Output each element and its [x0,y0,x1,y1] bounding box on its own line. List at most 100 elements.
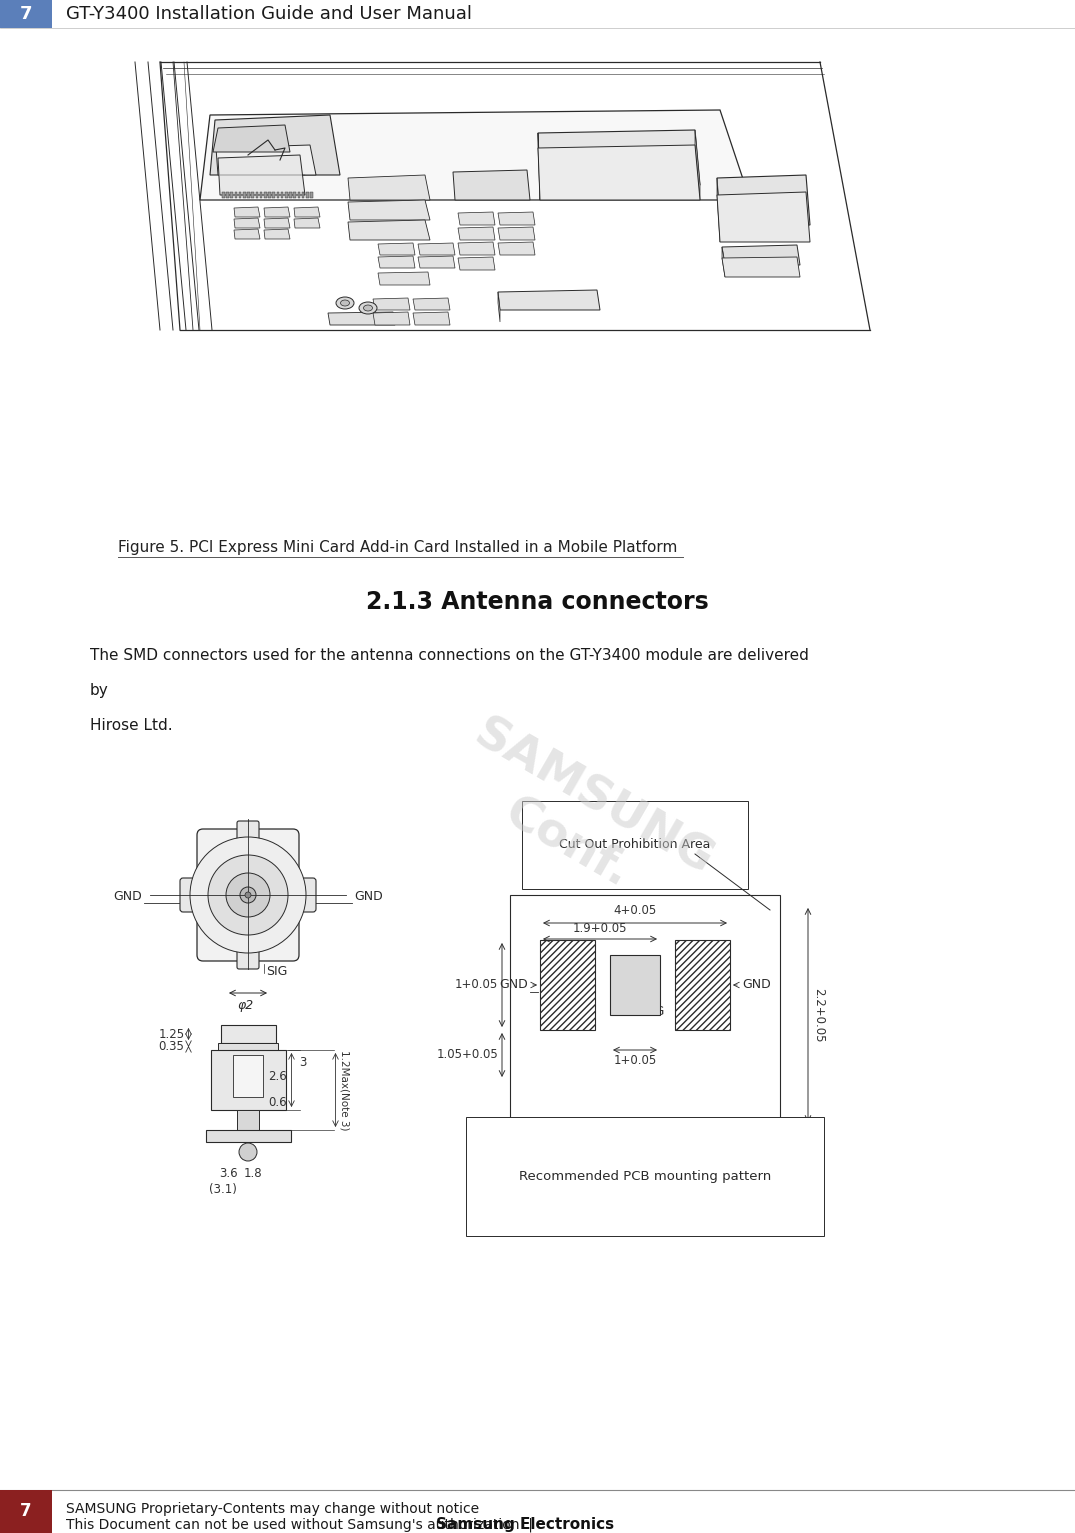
Bar [236,1110,259,1130]
Polygon shape [264,218,290,228]
Polygon shape [216,146,316,175]
Bar [211,1050,286,1110]
Polygon shape [722,245,800,265]
Text: by: by [90,684,109,698]
Bar [276,192,280,198]
Polygon shape [234,228,260,239]
Polygon shape [213,126,290,152]
Ellipse shape [336,297,354,310]
Text: GT-Y3400 Installation Guide and User Manual: GT-Y3400 Installation Guide and User Man… [66,5,472,23]
Text: 7: 7 [20,1502,32,1521]
Bar [302,192,304,198]
FancyBboxPatch shape [236,822,259,842]
Ellipse shape [363,305,373,311]
Polygon shape [293,218,320,228]
Polygon shape [418,244,455,254]
Bar [311,192,313,198]
Polygon shape [234,207,260,218]
Text: SIG: SIG [266,964,287,978]
Bar [223,192,225,198]
Text: 0.35: 0.35 [159,1039,185,1053]
Polygon shape [717,192,809,242]
Bar [268,192,271,198]
Polygon shape [498,227,535,241]
FancyBboxPatch shape [197,829,299,961]
Circle shape [207,855,288,935]
Polygon shape [373,313,410,325]
FancyBboxPatch shape [236,949,259,969]
Polygon shape [498,291,500,322]
Text: 1.05+0.05: 1.05+0.05 [436,1049,498,1061]
Polygon shape [717,175,809,225]
Bar [260,192,262,198]
Ellipse shape [341,300,349,307]
Polygon shape [498,290,600,310]
Text: (3.1): (3.1) [209,1183,236,1196]
Text: 0.6: 0.6 [268,1096,287,1110]
Polygon shape [378,244,415,254]
Polygon shape [264,207,290,218]
Polygon shape [498,242,535,254]
Text: 2.6: 2.6 [268,1070,287,1082]
Text: 2.2+0.05: 2.2+0.05 [812,987,825,1042]
Text: 2.1.3 Antenna connectors: 2.1.3 Antenna connectors [367,590,708,615]
Bar [234,192,238,198]
Bar [252,192,254,198]
Polygon shape [696,130,700,199]
Bar [243,192,245,198]
Circle shape [226,872,270,917]
Polygon shape [538,130,700,185]
Polygon shape [413,313,450,325]
Polygon shape [413,297,450,310]
Bar [610,955,660,1015]
Bar [220,1026,275,1042]
Polygon shape [293,207,320,218]
Polygon shape [373,297,410,310]
Bar [230,192,233,198]
Polygon shape [378,256,415,268]
Bar [205,1130,290,1142]
Bar [264,192,267,198]
Bar [0,0,52,28]
Polygon shape [538,133,540,199]
Polygon shape [234,218,260,228]
Text: 7: 7 [19,5,32,23]
Text: This Document can not be used without Samsung's authorization  |: This Document can not be used without Sa… [66,1518,542,1531]
Polygon shape [418,256,455,268]
Polygon shape [348,175,430,199]
Bar [226,192,229,198]
Polygon shape [453,170,530,199]
Text: 1+0.05: 1+0.05 [614,1055,657,1067]
FancyBboxPatch shape [288,878,316,912]
Bar [281,192,284,198]
Bar [247,192,249,198]
Text: The SMD connectors used for the antenna connections on the GT-Y3400 module are d: The SMD connectors used for the antenna … [90,648,808,662]
Bar [293,192,296,198]
Text: GND: GND [113,891,142,903]
Bar [218,1042,278,1050]
Polygon shape [458,212,494,225]
Text: Cut Out Prohibition Area: Cut Out Prohibition Area [559,839,711,851]
Bar [272,192,275,198]
Bar [298,192,300,198]
Polygon shape [348,199,430,221]
Circle shape [239,1144,257,1160]
Polygon shape [538,146,700,199]
Polygon shape [458,227,494,241]
Polygon shape [218,155,305,195]
Polygon shape [717,178,720,242]
FancyBboxPatch shape [180,878,207,912]
Bar [0,1490,52,1533]
Text: SIG: SIG [643,1006,664,1018]
Circle shape [190,837,306,954]
Text: 4+0.05: 4+0.05 [614,904,657,917]
Circle shape [240,888,256,903]
Text: GND: GND [499,978,528,992]
Text: 3: 3 [300,1056,306,1069]
Polygon shape [458,258,494,270]
Text: 1.8: 1.8 [244,1167,262,1180]
Bar [289,192,291,198]
Bar [239,192,241,198]
Polygon shape [210,115,340,175]
Text: 1.2Max(Note 3): 1.2Max(Note 3) [340,1050,349,1130]
